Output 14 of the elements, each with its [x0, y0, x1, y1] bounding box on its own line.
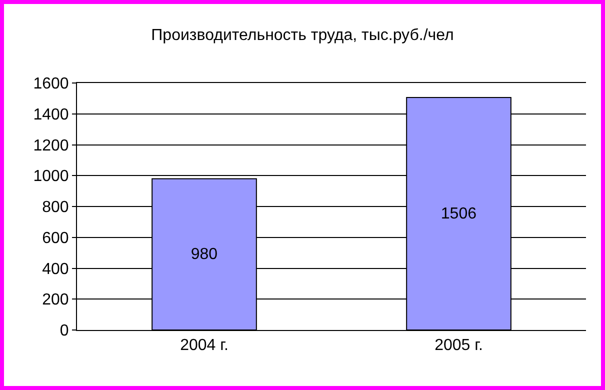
y-tick-label: 1000	[33, 168, 69, 186]
y-tick-label: 1200	[33, 137, 69, 154]
x-tick-label: 2004 г.	[180, 337, 228, 354]
x-tick-label: 2005 г.	[434, 337, 483, 354]
y-tick-label: 1400	[33, 106, 69, 124]
data-label: 980	[190, 246, 218, 263]
y-tick-label: 600	[42, 230, 69, 247]
y-tick-label: 1600	[33, 76, 69, 93]
y-tick-label: 200	[42, 292, 69, 309]
y-tick-label: 800	[42, 199, 69, 216]
y-tick-label: 400	[42, 260, 69, 278]
chart-title: Производительность труда, тыс.руб./чел	[151, 27, 454, 44]
y-tick-label: 0	[60, 322, 69, 340]
data-label: 1506	[440, 205, 477, 222]
